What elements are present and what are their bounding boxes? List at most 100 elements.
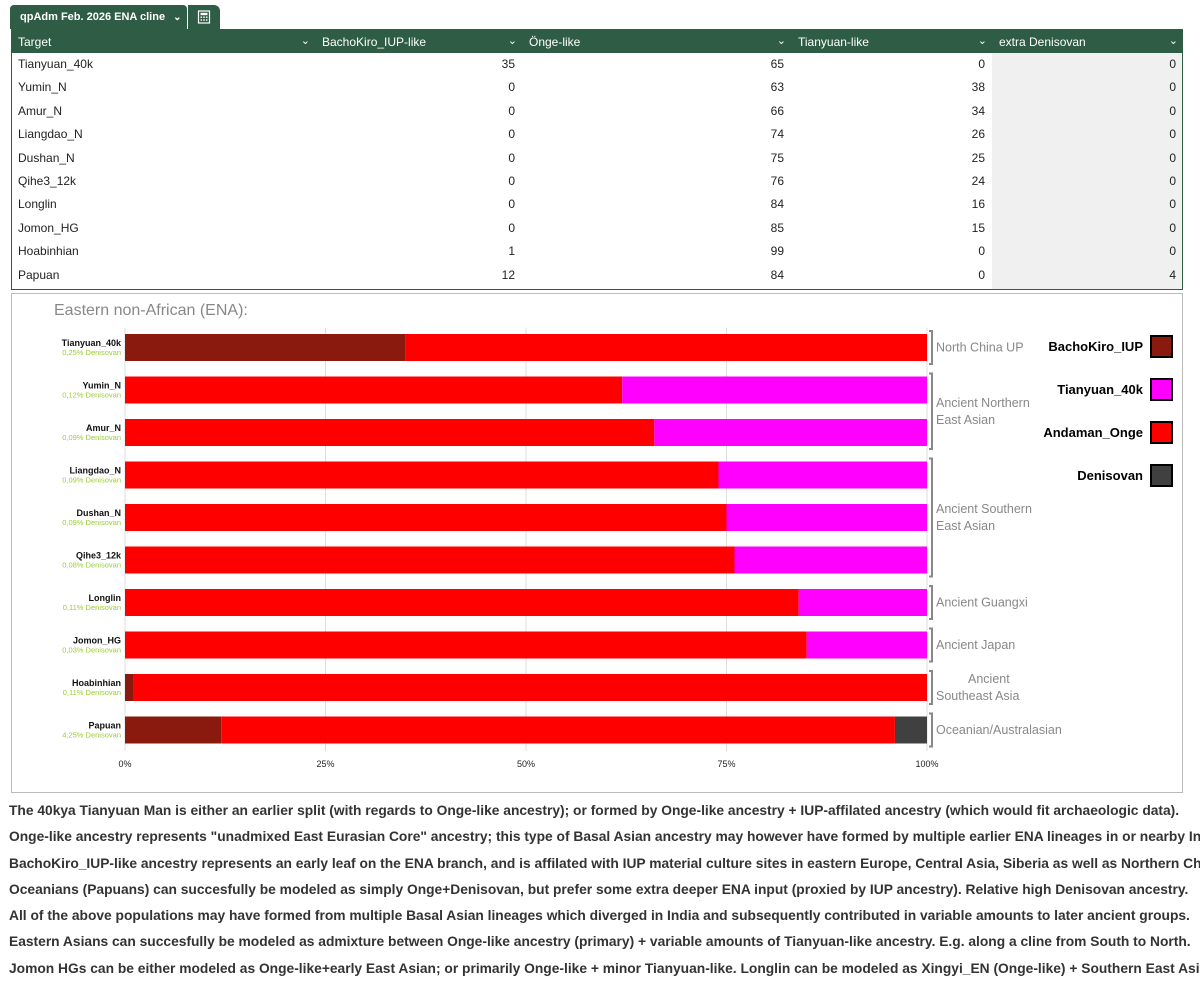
denisovan-sublabel: 0,08% Denisovan — [62, 561, 121, 570]
bar-segment — [125, 334, 406, 361]
cell-target: Dushan_N — [18, 150, 75, 165]
cell-iup: 0 — [508, 197, 515, 212]
group-label: Ancient Southern — [936, 502, 1032, 516]
table-row[interactable]: Jomon_HG 0 85 15 0 — [12, 217, 1182, 240]
bar-segment — [125, 461, 719, 489]
column-header-onge[interactable]: Önge-like ⌄ — [523, 30, 792, 53]
bar-segment — [125, 376, 623, 404]
cell-target: Liangdao_N — [18, 127, 83, 142]
bar-segment — [125, 716, 222, 744]
column-label: Tianyuan-like — [798, 34, 869, 49]
denisovan-sublabel: 0,11% Denisovan — [63, 688, 121, 697]
group-bracket — [929, 457, 933, 578]
denisovan-sublabel: 0,11% Denisovan — [63, 603, 121, 612]
column-header-target[interactable]: Target ⌄ — [12, 30, 316, 53]
column-header-tianyuan[interactable]: Tianyuan-like ⌄ — [792, 30, 993, 53]
group-bracket — [929, 330, 933, 365]
cell-target: Papuan — [18, 267, 60, 282]
cell-onge: 84 — [770, 197, 784, 212]
bar-segment — [125, 589, 799, 616]
cell-tianyuan: 25 — [971, 150, 985, 165]
chevron-down-icon[interactable]: ⌄ — [1168, 35, 1178, 47]
bar-segment — [718, 461, 927, 489]
cell-onge: 66 — [770, 103, 784, 118]
cell-target: Yumin_N — [18, 80, 67, 95]
table-row[interactable]: Liangdao_N 0 74 26 0 — [12, 123, 1182, 146]
group-bracket — [929, 627, 933, 663]
cell-iup: 0 — [508, 80, 515, 95]
chevron-down-icon[interactable]: ⌄ — [173, 11, 182, 23]
bar-segment — [133, 674, 927, 701]
table-row[interactable]: Dushan_N 0 75 25 0 — [12, 147, 1182, 170]
cell-iup: 0 — [508, 220, 515, 235]
paragraph: Onge-like ancestry represents "unadmixed… — [9, 829, 1200, 845]
legend-swatch — [1150, 335, 1173, 358]
table-row[interactable]: Longlin 0 84 16 0 — [12, 193, 1182, 216]
cell-onge: 99 — [770, 244, 784, 259]
group-label: East Asian — [936, 413, 995, 427]
chevron-down-icon[interactable]: ⌄ — [776, 35, 786, 47]
category-label: Longlin — [89, 593, 122, 603]
bar-segment — [125, 504, 727, 531]
cell-onge: 75 — [770, 150, 784, 165]
x-tick-label: 0% — [118, 759, 131, 769]
column-label: BachoKiro_IUP-like — [322, 34, 427, 49]
cell-onge: 63 — [770, 80, 784, 95]
cell-onge: 85 — [770, 220, 784, 235]
cell-tianyuan: 34 — [971, 103, 985, 118]
chevron-down-icon[interactable]: ⌄ — [507, 35, 517, 47]
cell-tianyuan: 24 — [971, 173, 985, 188]
table-row[interactable]: Tianyuan_40k 35 65 0 0 — [12, 53, 1182, 76]
chart-panel: Eastern non-African (ENA): 0% 25% 50% 75% 100… — [11, 293, 1183, 793]
chart-title: Eastern non-African (ENA): — [54, 302, 248, 319]
group-bracket — [929, 372, 933, 450]
paragraph: BachoKiro_IUP-like ancestry represents a… — [9, 855, 1200, 871]
ancestry-bar-chart: Eastern non-African (ENA): 0% 25% 50% 75% 100… — [54, 302, 1173, 769]
chevron-down-icon[interactable]: ⌄ — [977, 35, 987, 47]
table-row[interactable]: Amur_N 0 66 34 0 — [12, 100, 1182, 123]
tab-qpadm-ena-cline[interactable]: qpAdm Feb. 2026 ENA cline ⌄ — [10, 5, 188, 29]
tab-bar: qpAdm Feb. 2026 ENA cline ⌄ — [10, 5, 221, 29]
cell-deniso: 4 — [1169, 267, 1176, 282]
cell-target: Amur_N — [18, 103, 63, 118]
cell-tianyuan: 0 — [978, 57, 985, 71]
cell-iup: 0 — [508, 150, 515, 165]
column-header-denisovan[interactable]: extra Denisovan ⌄ — [993, 30, 1182, 53]
cell-onge: 84 — [770, 267, 784, 282]
calculator-icon[interactable] — [188, 5, 221, 29]
bar-segment — [125, 419, 655, 446]
paragraph: Jomon HGs can be either modeled as Onge-… — [9, 960, 1200, 976]
bar-segment — [734, 546, 927, 574]
cell-deniso: 0 — [1169, 173, 1176, 188]
cell-iup: 35 — [501, 57, 515, 71]
table-row[interactable]: Hoabinhian 1 99 0 0 — [12, 240, 1182, 263]
group-label: North China UP — [936, 341, 1024, 355]
description-text: The 40kya Tianyuan Man is either an earl… — [9, 798, 1200, 982]
paragraph: Eastern Asians can succesfully be modele… — [9, 934, 1191, 950]
table-body: Tianyuan_40k 35 65 0 0 Yumin_N 0 63 38 0 Amur_N 0 66… — [12, 53, 1182, 287]
cell-tianyuan: 0 — [978, 244, 985, 259]
cell-tianyuan: 0 — [978, 267, 985, 282]
table-row[interactable]: Yumin_N 0 63 38 0 — [12, 76, 1182, 99]
table-row[interactable]: Qihe3_12k 0 76 24 0 — [12, 170, 1182, 193]
category-label: Tianyuan_40k — [62, 338, 122, 348]
category-label: Dushan_N — [76, 508, 121, 518]
group-label: Ancient Northern — [936, 396, 1030, 410]
column-header-bachokiro[interactable]: BachoKiro_IUP-like ⌄ — [316, 30, 523, 53]
cell-tianyuan: 38 — [971, 80, 985, 95]
denisovan-sublabel: 0,09% Denisovan — [62, 518, 121, 527]
chevron-down-icon[interactable]: ⌄ — [300, 35, 310, 47]
column-label: Target — [18, 34, 52, 49]
legend-label: Tianyuan_40k — [1057, 382, 1144, 397]
paragraph: All of the above populations may have fo… — [9, 908, 1190, 924]
paragraph: The 40kya Tianyuan Man is either an earl… — [9, 803, 1180, 818]
cell-iup: 12 — [501, 267, 515, 282]
denisovan-sublabel: 0,03% Denisovan — [62, 646, 121, 655]
table-row[interactable]: Papuan 12 84 0 4 — [12, 264, 1182, 287]
category-label: Yumin_N — [82, 381, 121, 391]
cell-iup: 0 — [508, 173, 515, 188]
legend-swatch — [1150, 421, 1173, 444]
group-bracket — [929, 585, 933, 620]
group-label: Oceanian/Australasian — [936, 723, 1062, 737]
category-label: Qihe3_12k — [76, 551, 122, 561]
